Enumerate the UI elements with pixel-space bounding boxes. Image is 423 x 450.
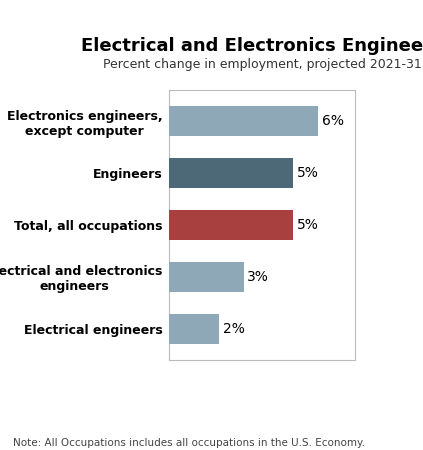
Bar [169, 158, 293, 188]
Text: 3%: 3% [247, 270, 269, 284]
Text: 5%: 5% [297, 166, 319, 180]
Bar [169, 314, 219, 344]
Text: 2%: 2% [222, 322, 244, 336]
Text: Percent change in employment, projected 2021-31: Percent change in employment, projected … [103, 58, 422, 71]
Bar [169, 106, 318, 136]
Bar [169, 262, 244, 292]
Title: Electrical and Electronics Engineers: Electrical and Electronics Engineers [82, 37, 423, 55]
Bar [169, 210, 293, 240]
Text: Note: All Occupations includes all occupations in the U.S. Economy.: Note: All Occupations includes all occup… [13, 438, 365, 448]
Text: 6%: 6% [322, 114, 344, 128]
Text: 5%: 5% [297, 218, 319, 232]
